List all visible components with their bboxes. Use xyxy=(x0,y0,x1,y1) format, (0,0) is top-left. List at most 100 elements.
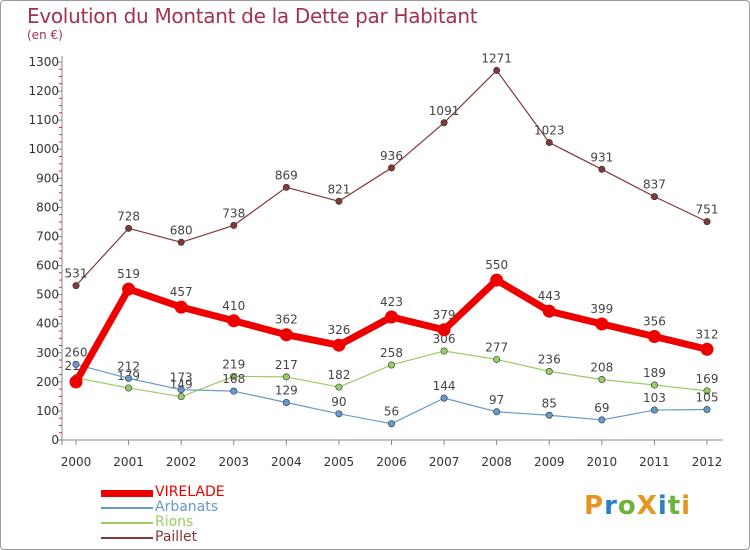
data-point xyxy=(72,282,80,290)
data-point xyxy=(230,372,238,380)
data-label: 550 xyxy=(485,258,508,272)
y-tick-label: 300 xyxy=(36,346,59,360)
x-tick-label: 2004 xyxy=(271,455,302,469)
chart-title: Evolution du Montant de la Dette par Hab… xyxy=(27,4,478,28)
series-virelade: 519 457 410 362 326 423 379 550 443 399 356 312 xyxy=(69,258,719,389)
data-label: 728 xyxy=(117,209,140,223)
y-tick-label: 900 xyxy=(36,171,59,185)
y-tick-label: 600 xyxy=(36,259,59,273)
data-label: 258 xyxy=(380,346,403,360)
data-point xyxy=(545,367,553,375)
data-point xyxy=(177,386,185,394)
data-label: 869 xyxy=(275,168,298,182)
logo-letter: i xyxy=(681,491,692,521)
logo-letter: o xyxy=(617,491,637,521)
y-tick-label: 700 xyxy=(36,229,59,243)
data-label: 362 xyxy=(275,313,298,327)
data-label: 751 xyxy=(696,203,719,217)
data-point xyxy=(332,338,346,352)
data-point xyxy=(125,224,133,232)
data-point xyxy=(230,387,238,395)
data-point xyxy=(437,323,451,337)
data-label: 212 xyxy=(117,359,140,373)
data-point xyxy=(650,193,658,201)
data-point xyxy=(335,197,343,205)
logo-letter: r xyxy=(604,491,618,521)
data-point xyxy=(545,411,553,419)
data-point xyxy=(545,139,553,147)
data-label: 312 xyxy=(696,327,719,341)
data-point xyxy=(542,304,556,318)
data-label: 217 xyxy=(275,358,298,372)
data-point xyxy=(700,342,714,356)
data-point xyxy=(177,393,185,401)
data-label: 1091 xyxy=(429,104,460,118)
logo-letter: P xyxy=(584,491,605,521)
data-point xyxy=(177,238,185,246)
data-point xyxy=(230,221,238,229)
data-label: 531 xyxy=(65,267,88,281)
data-point xyxy=(490,273,504,287)
logo-letter: i xyxy=(657,491,668,521)
data-label: 837 xyxy=(643,178,666,192)
legend-label: Arbanats xyxy=(155,499,219,515)
data-point xyxy=(387,420,395,428)
data-label: 680 xyxy=(170,223,193,237)
x-tick-label: 2012 xyxy=(692,455,723,469)
legend-swatch xyxy=(101,507,153,509)
logo-letter: X xyxy=(636,491,658,521)
series-line xyxy=(75,69,708,287)
data-point xyxy=(335,383,343,391)
proxiti-logo: ProXiti xyxy=(584,491,691,521)
data-point xyxy=(227,314,241,328)
data-point xyxy=(598,416,606,424)
data-label: 219 xyxy=(222,357,245,371)
data-point xyxy=(650,406,658,414)
y-tick-label: 200 xyxy=(36,375,59,389)
legend-swatch xyxy=(101,489,153,497)
data-label: 90 xyxy=(331,395,346,409)
data-point xyxy=(703,405,711,413)
data-label: 144 xyxy=(433,379,456,393)
data-point xyxy=(282,183,290,191)
data-point xyxy=(279,328,293,342)
chart-subtitle: (en €) xyxy=(27,28,63,42)
data-label: 410 xyxy=(222,299,245,313)
data-label: 306 xyxy=(433,332,456,346)
data-point xyxy=(703,387,711,395)
data-label: 399 xyxy=(590,302,613,316)
logo-letter: t xyxy=(667,491,682,521)
y-tick-label: 0 xyxy=(51,433,59,447)
data-point xyxy=(282,373,290,381)
data-label: 379 xyxy=(433,308,456,322)
x-tick-label: 2011 xyxy=(639,455,670,469)
y-tick-label: 1000 xyxy=(28,142,59,156)
data-label: 423 xyxy=(380,295,403,309)
y-tick-label: 100 xyxy=(36,404,59,418)
data-label: 189 xyxy=(643,366,666,380)
data-point xyxy=(440,347,448,355)
x-tick-label: 2003 xyxy=(218,455,249,469)
data-label: 69 xyxy=(594,401,609,415)
y-tick-label: 1200 xyxy=(28,84,59,98)
data-point xyxy=(387,361,395,369)
data-point xyxy=(335,410,343,418)
data-point xyxy=(174,300,188,314)
data-label: 129 xyxy=(275,383,298,397)
data-point xyxy=(598,165,606,173)
x-tick-label: 2008 xyxy=(481,455,512,469)
data-point xyxy=(72,360,80,368)
data-point xyxy=(598,376,606,384)
y-tick-label: 800 xyxy=(36,200,59,214)
data-label: 457 xyxy=(170,285,193,299)
data-label: 738 xyxy=(222,206,245,220)
data-label: 85 xyxy=(542,396,557,410)
data-label: 168 xyxy=(222,372,245,386)
y-tick-label: 400 xyxy=(36,317,59,331)
data-label: 208 xyxy=(590,361,613,375)
x-tick-label: 2006 xyxy=(376,455,407,469)
series-arbanats: 260 212 173 168 129 90 56 144 97 85 69 103 105 xyxy=(65,345,718,428)
data-point xyxy=(650,381,658,389)
data-label: 103 xyxy=(643,391,666,405)
